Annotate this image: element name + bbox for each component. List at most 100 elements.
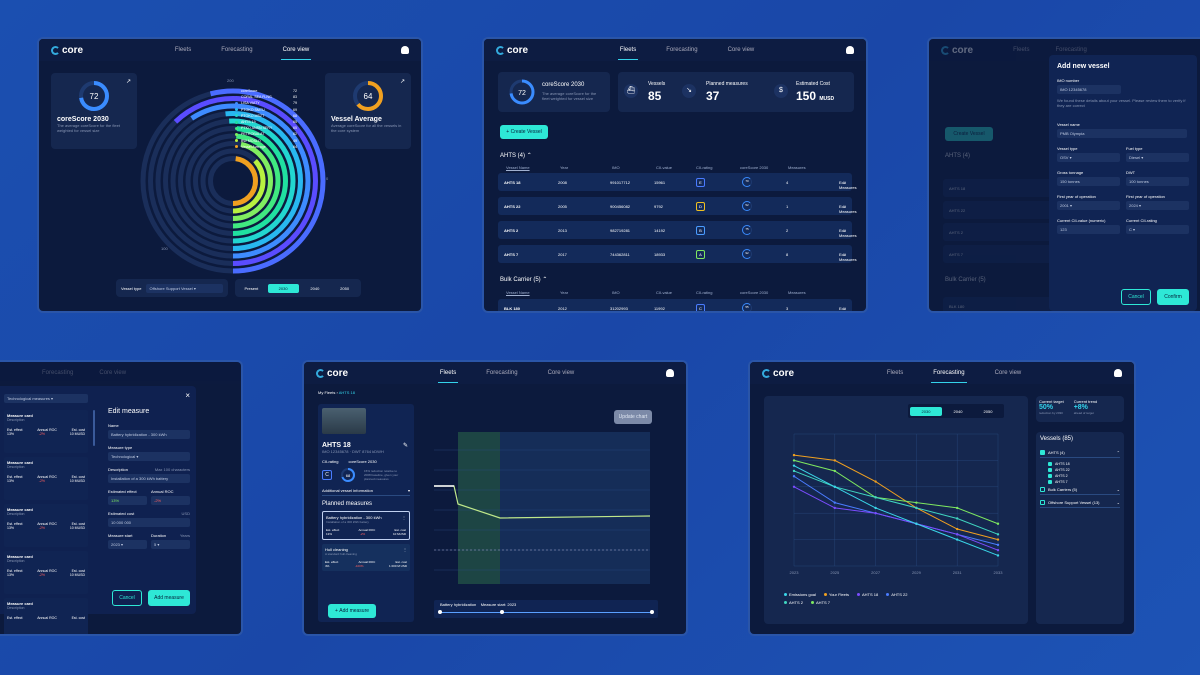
effect-input[interactable]: 13% (108, 496, 147, 505)
chevron-up-icon[interactable]: ⌃ (542, 277, 548, 283)
expand-icon[interactable]: ↗ (125, 79, 131, 85)
timeline-slider[interactable]: Battery hybridization Measure start: 202… (434, 600, 658, 618)
score-card[interactable]: 72 coreScore 2030 The average coreScore … (51, 73, 137, 149)
scrollbar[interactable] (93, 410, 95, 446)
vessel-name-input[interactable]: PMB Olympia (1057, 129, 1187, 138)
measure-card[interactable]: Measure card Description Est. effect Annual… (4, 410, 88, 453)
checkbox[interactable] (1048, 462, 1052, 466)
vessel-group[interactable]: Offshore Support Vessel (13) ⌄ (1040, 498, 1120, 508)
measure-card[interactable]: Hull cleaning ⋮ A standard hull cleaning … (322, 544, 410, 571)
cost-input[interactable]: 10 000 000 (108, 518, 190, 527)
duration-select[interactable]: 5 ▾ (151, 540, 190, 549)
gross-tonnage-input[interactable]: 150 tonnes (1057, 177, 1120, 186)
more-icon[interactable]: ⋮ (403, 547, 407, 552)
vessel-group[interactable]: AHTS (4) ⌃ (1040, 448, 1120, 458)
measure-card[interactable]: Measure card Description Est. effect Annual… (4, 598, 88, 634)
nav-forecasting[interactable]: Forecasting (931, 364, 967, 383)
nav-fleets[interactable]: Fleets (174, 46, 192, 53)
table-row[interactable]: BLK 180 2012 31202993 11992 C 55 3 Edit Measure… (498, 299, 857, 312)
vessel-group[interactable]: Bulk Carriers (5) ⌄ (1040, 485, 1120, 495)
nav-core-view[interactable]: Core view (727, 46, 755, 53)
logo[interactable]: core (496, 45, 528, 56)
column-header[interactable]: CII-value (656, 165, 673, 170)
column-header[interactable]: IMO (612, 290, 620, 295)
column-header[interactable]: Year (560, 165, 569, 170)
column-header[interactable]: coreScore 2030 (740, 165, 769, 170)
checkbox[interactable] (1048, 468, 1052, 472)
edit-measures-link[interactable]: Edit Measures → (839, 306, 857, 312)
chevron-up-icon[interactable]: ⌃ (1116, 450, 1120, 455)
measure-card[interactable]: Measure card Description Est. effect Annual… (4, 504, 88, 547)
edit-measures-link[interactable]: Edit Measures → (839, 252, 857, 262)
column-header[interactable]: CII-value (656, 290, 673, 295)
year-present[interactable]: Present (244, 285, 259, 291)
measure-category-select[interactable]: Technological measures ▾ (4, 394, 88, 403)
measure-card[interactable]: Measure card Description Est. effect Annual… (4, 457, 88, 500)
checkbox[interactable] (1048, 474, 1052, 478)
cancel-button[interactable]: Cancel (112, 590, 142, 606)
nav-forecasting[interactable]: Forecasting (221, 46, 253, 53)
measure-name-input[interactable]: Battery hybridization - 300 kWh (108, 430, 190, 439)
edit-icon[interactable]: ✎ (402, 443, 408, 449)
chevron-down-icon[interactable]: ⌄ (1116, 500, 1120, 505)
year-2040[interactable]: 2040 (310, 285, 320, 291)
year-2050[interactable]: 2050 (340, 285, 350, 291)
slider-handle[interactable] (438, 610, 442, 614)
cii-rating-select[interactable]: C ▾ (1126, 225, 1189, 234)
imo-input[interactable]: IMO 12345678 (1057, 85, 1121, 94)
update-chart-button[interactable]: Update chart (614, 410, 652, 424)
checkbox[interactable] (1040, 500, 1045, 505)
column-header[interactable]: Vessel Name (506, 165, 530, 170)
nav-core-view[interactable]: Core view (547, 369, 575, 376)
breadcrumb-root[interactable]: My Fleets (318, 390, 336, 395)
vessel-item[interactable]: AHTS 7 (1040, 479, 1120, 485)
column-header[interactable]: CII-rating (696, 165, 713, 170)
column-header[interactable]: IMO (612, 165, 620, 170)
checkbox[interactable] (1048, 480, 1052, 484)
roc-input[interactable]: -2% (151, 496, 190, 505)
nav-forecasting[interactable]: Forecasting (666, 46, 698, 53)
create-vessel-button[interactable]: + Create Vessel (500, 125, 548, 139)
dwt-input[interactable]: 100 tonnes (1126, 177, 1189, 186)
user-icon[interactable] (665, 369, 674, 377)
table-row[interactable]: AHTS 2 2013 982719281 14192 B 75 2 Edit Measure… (498, 221, 857, 239)
measure-card[interactable]: Measure card Description Est. effect Annual… (4, 551, 88, 594)
cancel-button[interactable]: Cancel (1121, 289, 1151, 305)
user-icon[interactable] (1113, 369, 1122, 377)
fuel-type-select[interactable]: Diesel ▾ (1126, 153, 1189, 162)
add-measure-button[interactable]: + Add measure (328, 604, 376, 618)
second-year-select[interactable]: 2024 ▾ (1126, 201, 1189, 210)
year-2050[interactable]: 2050 (983, 408, 993, 414)
cii-value-input[interactable]: 123 (1057, 225, 1120, 234)
nav-forecasting[interactable]: Forecasting (486, 369, 518, 376)
description-input[interactable]: Installation of a 300 kWh battery (108, 474, 190, 483)
table-row[interactable]: AHTS 22 2005 900456082 9792 D 52 1 Edit Measure… (498, 197, 857, 215)
nav-fleets[interactable]: Fleets (886, 369, 904, 376)
vessel-average-card[interactable]: 64 Vessel Average Average coreScore for … (325, 73, 411, 149)
nav-core-view[interactable]: Core view (280, 41, 312, 60)
column-header[interactable]: Year (560, 290, 569, 295)
confirm-button[interactable]: Confirm (1157, 289, 1189, 305)
first-year-select[interactable]: 2001 ▾ (1057, 201, 1120, 210)
column-header[interactable]: CII-rating (696, 290, 713, 295)
slider-track[interactable] (440, 612, 652, 613)
legend-item[interactable]: AHTS 2 (784, 600, 803, 605)
year-2030[interactable]: 2030 (267, 283, 299, 293)
column-header[interactable]: Vessel Name (506, 290, 530, 295)
edit-measures-link[interactable]: Edit Measures → (839, 180, 857, 190)
nav-fleets[interactable]: Fleets (617, 41, 639, 60)
column-header[interactable]: Measures (788, 165, 806, 170)
vessel-type-select[interactable]: Offshore Support Vessel ▾ (146, 283, 223, 293)
slider-handle[interactable] (650, 610, 654, 614)
corescore-summary-card[interactable]: 72 coreScore 2030 The average coreScore … (498, 72, 610, 112)
column-header[interactable]: Measures (788, 290, 806, 295)
legend-item[interactable]: Your Fleets (823, 592, 849, 597)
year-2040[interactable]: 2040 (953, 408, 963, 414)
legend-item[interactable]: AHTS 22 (886, 592, 907, 597)
chevron-up-icon[interactable]: ⌃ (526, 153, 532, 159)
add-measure-button[interactable]: Add measure (148, 590, 190, 606)
close-icon[interactable]: × (185, 391, 190, 400)
logo[interactable]: core (51, 45, 83, 56)
user-icon[interactable] (400, 46, 409, 54)
chevron-down-icon[interactable]: ⌄ (1116, 487, 1120, 492)
